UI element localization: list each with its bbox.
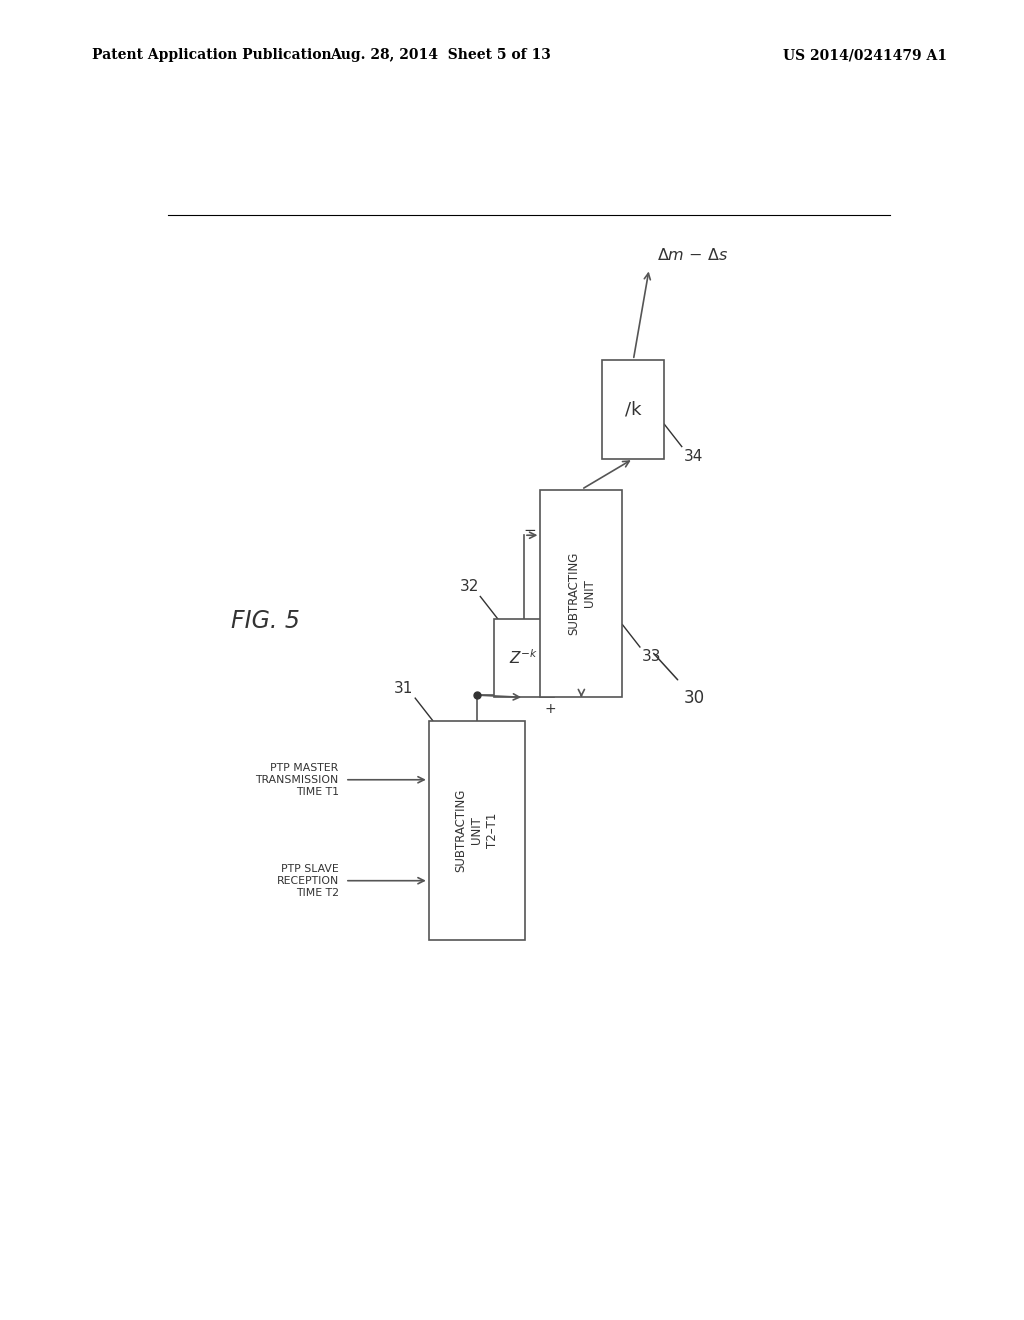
Bar: [429, 721, 524, 940]
Text: $\Delta$m $-$ $\Delta$s: $\Delta$m $-$ $\Delta$s: [657, 247, 728, 264]
Bar: [494, 619, 554, 697]
Bar: [541, 490, 623, 697]
Text: /k: /k: [625, 400, 642, 418]
Text: FIG. 5: FIG. 5: [231, 609, 300, 632]
Text: PTP SLAVE
RECEPTION
TIME T2: PTP SLAVE RECEPTION TIME T2: [276, 863, 339, 898]
Text: PTP MASTER
TRANSMISSION
TIME T1: PTP MASTER TRANSMISSION TIME T1: [255, 763, 339, 797]
Text: Aug. 28, 2014  Sheet 5 of 13: Aug. 28, 2014 Sheet 5 of 13: [330, 49, 551, 62]
Text: 31: 31: [393, 681, 413, 696]
Text: +: +: [545, 702, 556, 717]
Text: 30: 30: [684, 689, 705, 708]
Text: Patent Application Publication: Patent Application Publication: [92, 49, 332, 62]
Text: 32: 32: [460, 579, 479, 594]
Text: SUBTRACTING
UNIT: SUBTRACTING UNIT: [567, 552, 596, 635]
Text: 33: 33: [642, 649, 662, 664]
Text: US 2014/0241479 A1: US 2014/0241479 A1: [783, 49, 947, 62]
Bar: [602, 360, 665, 459]
Text: $Z^{-k}$: $Z^{-k}$: [509, 649, 539, 668]
Text: 34: 34: [684, 449, 703, 463]
Text: SUBTRACTING
UNIT
T2–T1: SUBTRACTING UNIT T2–T1: [455, 788, 500, 873]
Text: −: −: [523, 523, 537, 537]
